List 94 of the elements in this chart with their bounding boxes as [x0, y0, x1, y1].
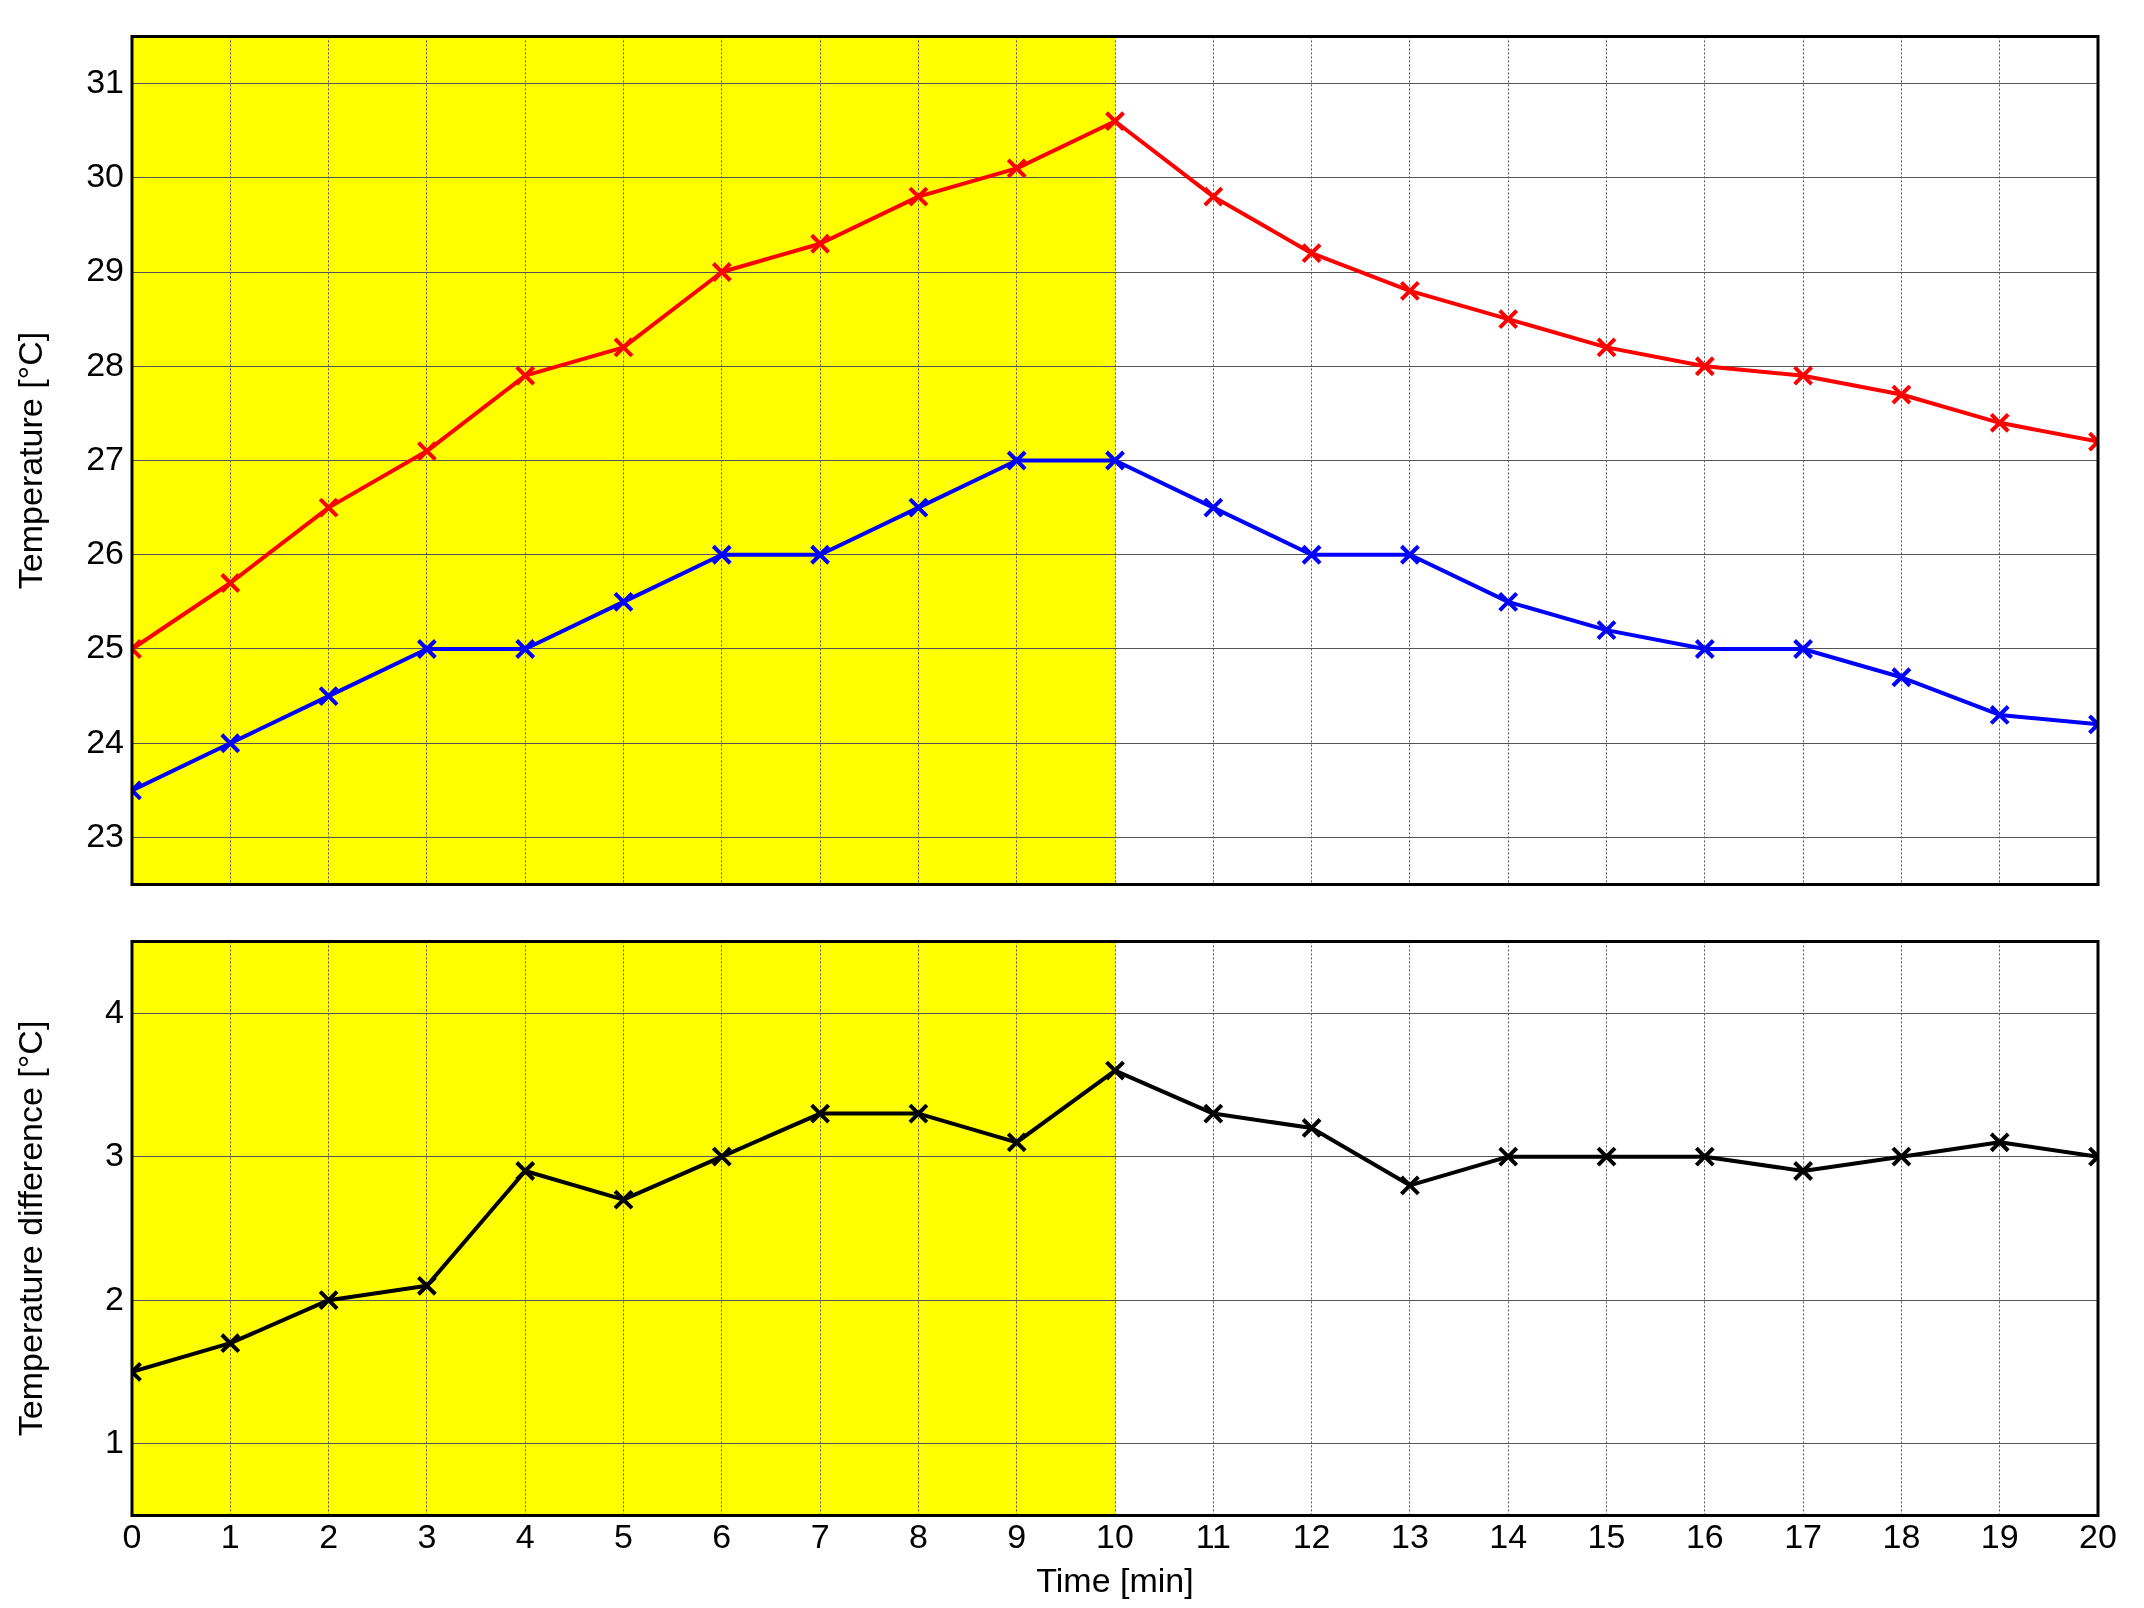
- point: [219, 732, 241, 754]
- y-tick-label: 30: [86, 156, 124, 195]
- point: [1989, 1131, 2011, 1153]
- point: [1301, 544, 1323, 566]
- y-tick-label: 2: [105, 1278, 124, 1317]
- point: [1694, 1146, 1716, 1168]
- y-tick-label: 26: [86, 533, 124, 572]
- x-tick-label: 8: [908, 1517, 928, 1556]
- point: [1202, 1103, 1224, 1125]
- point: [1694, 355, 1716, 377]
- y-tick-label: 23: [86, 815, 124, 854]
- x-tick-label: 10: [1096, 1517, 1134, 1556]
- point: [1596, 1146, 1617, 1168]
- point: [809, 544, 831, 566]
- point: [219, 572, 241, 594]
- point: [711, 1146, 733, 1168]
- point: [1989, 412, 2011, 434]
- x-tick-label: 13: [1390, 1517, 1429, 1556]
- point: [1497, 591, 1519, 613]
- point: [416, 1275, 438, 1297]
- x-tick-label: 4: [515, 1517, 535, 1556]
- point: [907, 186, 929, 208]
- point: [1104, 450, 1126, 471]
- y-tick-label: 3: [105, 1135, 124, 1174]
- y-tick-label: 28: [86, 344, 124, 383]
- point: [1399, 544, 1421, 566]
- x-tick-label: 0: [122, 1517, 142, 1556]
- point: [514, 1160, 536, 1182]
- x-tick-label: 9: [1007, 1517, 1027, 1556]
- x-tick-label: 6: [712, 1517, 732, 1556]
- point: [711, 261, 733, 283]
- point: [1890, 384, 1912, 406]
- point: [416, 638, 438, 660]
- point: [1202, 186, 1224, 208]
- x-tick-label: 12: [1292, 1517, 1331, 1556]
- x-axis-title: Time [min]: [1036, 1560, 1194, 1599]
- x-tick-label: 2: [319, 1517, 339, 1556]
- y-tick-label: 24: [86, 721, 124, 760]
- point: [1792, 365, 1814, 387]
- y-tick-label: 27: [86, 438, 124, 477]
- point: [711, 544, 733, 566]
- point: [1301, 242, 1323, 264]
- point: [1792, 638, 1814, 660]
- point: [318, 497, 340, 519]
- point: [514, 365, 536, 387]
- point: [613, 336, 634, 358]
- x-tick-label: 5: [614, 1517, 633, 1556]
- point: [219, 1332, 241, 1354]
- x-tick-label: 18: [1882, 1517, 1921, 1556]
- point: [809, 1103, 831, 1125]
- point: [1596, 619, 1617, 641]
- point: [318, 685, 340, 707]
- point: [907, 1103, 929, 1125]
- x-tick-label: 19: [1980, 1517, 2019, 1556]
- point: [318, 1289, 340, 1311]
- y-tick-label: 31: [86, 61, 124, 100]
- x-tick-label: 1: [220, 1517, 240, 1556]
- x-tick-label: 20: [2079, 1517, 2117, 1556]
- x-tick-label: 14: [1489, 1517, 1528, 1556]
- point: [1890, 1146, 1912, 1168]
- point: [1202, 497, 1224, 519]
- x-tick-label: 15: [1587, 1517, 1626, 1556]
- point: [1301, 1117, 1323, 1139]
- point: [613, 591, 634, 613]
- point: [1399, 1174, 1421, 1196]
- point: [1104, 1060, 1126, 1082]
- y-tick-label: 1: [105, 1422, 124, 1461]
- x-tick-label: 3: [417, 1517, 437, 1556]
- point: [1989, 704, 2011, 726]
- y-tick-label: 4: [105, 991, 124, 1030]
- point: [1890, 666, 1912, 688]
- point: [1399, 280, 1421, 302]
- y-axis-title: Temperature [°C]: [10, 331, 49, 590]
- point: [1792, 1160, 1814, 1182]
- point: [416, 440, 438, 462]
- y-tick-label: 29: [86, 250, 124, 289]
- point: [1694, 638, 1716, 660]
- point: [613, 1189, 634, 1211]
- point: [1497, 308, 1519, 330]
- point: [907, 497, 929, 519]
- point: [1497, 1146, 1519, 1168]
- point: [1006, 157, 1028, 179]
- x-tick-label: 11: [1195, 1517, 1231, 1556]
- point: [1006, 1131, 1028, 1153]
- y-axis-title: Temperature difference [°C]: [10, 1020, 49, 1437]
- point: [1596, 336, 1617, 358]
- point: [1006, 450, 1028, 471]
- point: [809, 233, 831, 255]
- x-tick-label: 17: [1784, 1517, 1823, 1556]
- x-tick-label: 16: [1685, 1517, 1724, 1556]
- y-tick-label: 25: [86, 627, 124, 666]
- x-tick-label: 7: [810, 1517, 830, 1556]
- point: [1104, 110, 1126, 132]
- point: [514, 638, 536, 660]
